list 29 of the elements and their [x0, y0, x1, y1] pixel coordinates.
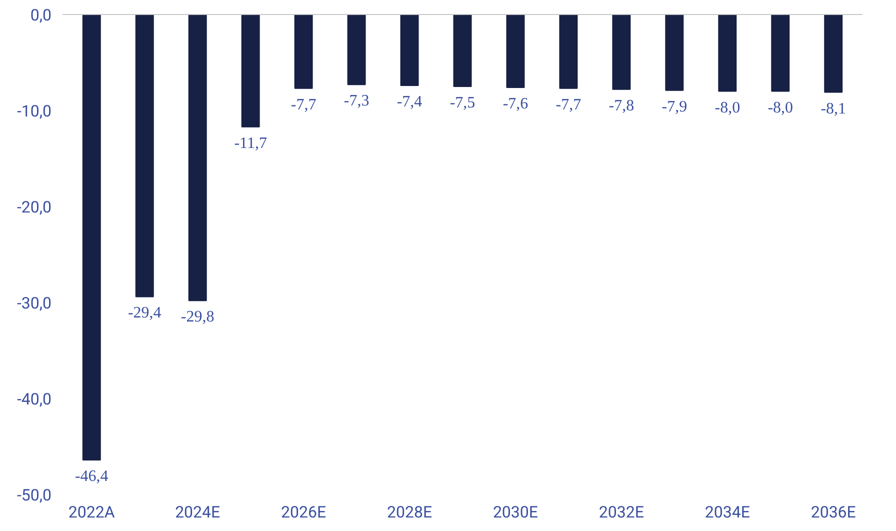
x-tick-label: 2026E: [281, 502, 326, 522]
data-label: -7,7: [556, 96, 582, 114]
data-label: -7,6: [502, 95, 528, 112]
data-label: -7,9: [662, 98, 688, 116]
x-tick-label: 2024E: [175, 502, 220, 522]
y-tick-label: -20,0: [16, 198, 52, 216]
x-tick-label: 2034E: [704, 502, 750, 522]
data-label: -7,3: [344, 92, 370, 110]
y-tick-label: 0,0: [30, 6, 52, 24]
x-tick-label: 2036E: [810, 502, 856, 522]
data-label: -7,7: [290, 96, 316, 114]
data-label: -29,4: [128, 304, 162, 322]
y-tick-label: -30,0: [16, 294, 52, 312]
data-label: -46,4: [74, 468, 108, 485]
data-label: -8,0: [768, 99, 794, 116]
data-label: -7,5: [450, 94, 476, 112]
x-tick-label: 2032E: [598, 502, 644, 522]
x-tick-label: 2028E: [386, 502, 432, 522]
y-tick-label: -40,0: [16, 390, 52, 408]
y-tick-label: -50,0: [16, 486, 52, 504]
x-tick-label: 2030E: [492, 502, 538, 522]
data-label: -8,1: [820, 100, 846, 118]
data-label: -7,4: [396, 94, 422, 111]
data-label: -11,7: [234, 134, 267, 152]
data-label: -7,8: [608, 97, 634, 114]
x-tick-label: 2022A: [68, 502, 116, 522]
data-label: -29,8: [180, 308, 214, 326]
data-label: -8,0: [714, 99, 740, 116]
y-tick-label: -10,0: [16, 102, 52, 120]
